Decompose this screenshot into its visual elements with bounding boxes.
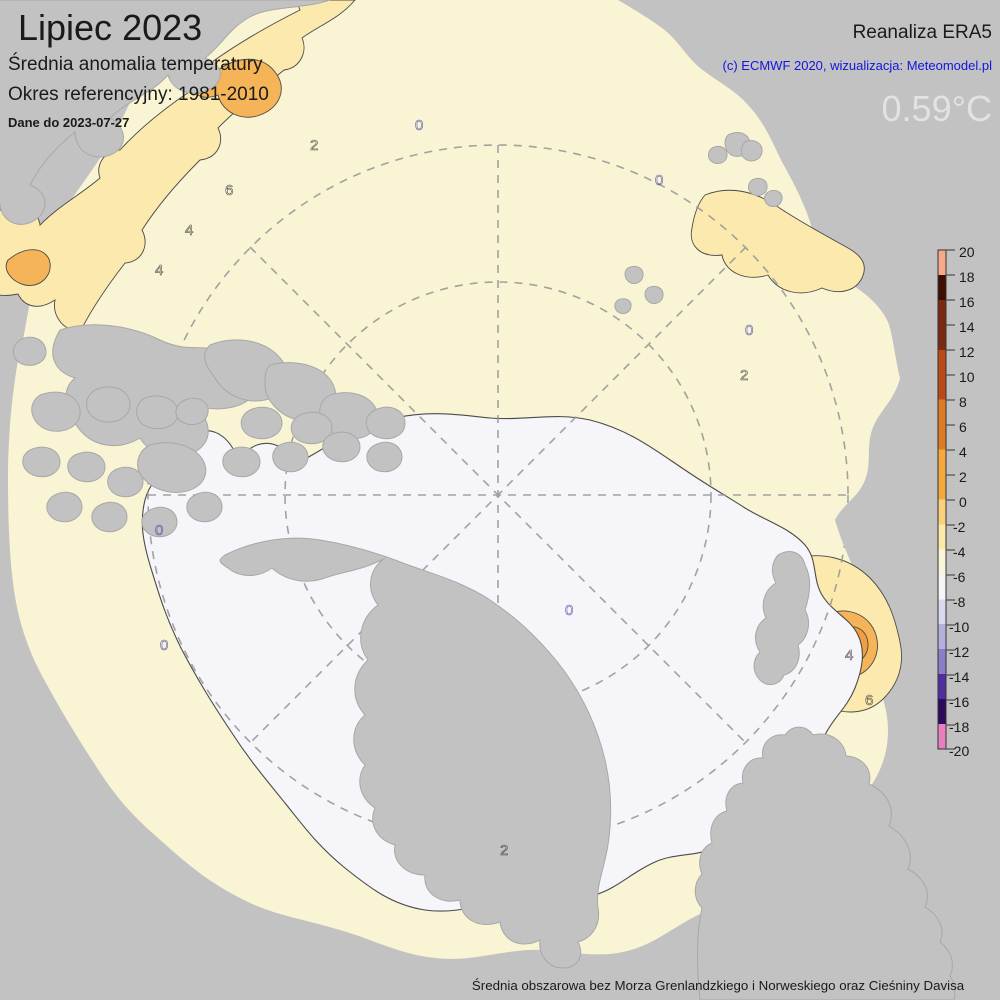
svg-text:2: 2 xyxy=(959,469,967,485)
svg-text:4: 4 xyxy=(155,262,163,279)
svg-text:4: 4 xyxy=(185,222,193,239)
svg-text:-12: -12 xyxy=(949,644,969,660)
svg-text:2: 2 xyxy=(500,842,508,859)
svg-text:12: 12 xyxy=(959,344,975,360)
svg-text:Średnia obszarowa bez Morza Gr: Średnia obszarowa bez Morza Grenlandzkie… xyxy=(472,978,965,993)
svg-text:10: 10 xyxy=(959,369,975,385)
svg-text:Reanaliza ERA5: Reanaliza ERA5 xyxy=(853,22,992,43)
svg-text:0: 0 xyxy=(155,522,163,539)
svg-text:16: 16 xyxy=(959,294,975,310)
svg-text:2: 2 xyxy=(310,137,318,154)
svg-text:Dane do 2023-07-27: Dane do 2023-07-27 xyxy=(8,115,129,130)
svg-text:-4: -4 xyxy=(953,544,966,560)
svg-text:8: 8 xyxy=(959,394,967,410)
svg-text:4: 4 xyxy=(959,444,967,460)
svg-text:-2: -2 xyxy=(953,519,966,535)
svg-text:Lipiec 2023: Lipiec 2023 xyxy=(18,7,202,48)
svg-text:0: 0 xyxy=(160,637,168,654)
svg-text:0: 0 xyxy=(745,322,753,339)
svg-text:Okres referencyjny: 1981-2010: Okres referencyjny: 1981-2010 xyxy=(8,84,269,105)
svg-text:18: 18 xyxy=(959,269,975,285)
svg-text:14: 14 xyxy=(959,319,975,335)
svg-text:6: 6 xyxy=(959,419,967,435)
svg-text:0: 0 xyxy=(565,602,573,619)
svg-text:2: 2 xyxy=(740,367,748,384)
svg-text:20: 20 xyxy=(959,244,975,260)
svg-text:-10: -10 xyxy=(949,619,969,635)
svg-text:0: 0 xyxy=(655,172,663,189)
svg-text:0: 0 xyxy=(959,494,967,510)
svg-text:-14: -14 xyxy=(949,669,969,685)
svg-text:6: 6 xyxy=(865,692,873,709)
svg-text:-16: -16 xyxy=(949,694,969,710)
svg-text:-8: -8 xyxy=(953,594,966,610)
svg-text:-6: -6 xyxy=(953,569,966,585)
svg-text:-20: -20 xyxy=(949,743,969,759)
svg-text:0: 0 xyxy=(415,117,423,134)
svg-text:0.59°C: 0.59°C xyxy=(882,88,992,129)
svg-text:6: 6 xyxy=(225,182,233,199)
svg-text:-18: -18 xyxy=(949,719,969,735)
svg-text:4: 4 xyxy=(845,647,853,664)
svg-text:Średnia anomalia temperatury: Średnia anomalia temperatury xyxy=(8,53,263,75)
svg-text:(c) ECMWF 2020, wizualizacja:: (c) ECMWF 2020, wizualizacja: Meteomodel… xyxy=(723,58,993,73)
